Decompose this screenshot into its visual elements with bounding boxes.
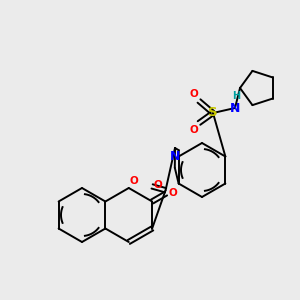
Text: O: O: [130, 176, 139, 186]
Text: H: H: [232, 91, 240, 101]
Text: N: N: [230, 101, 240, 115]
Text: N: N: [170, 150, 180, 163]
Text: O: O: [189, 89, 198, 99]
Text: O: O: [153, 180, 162, 190]
Text: S: S: [208, 106, 218, 119]
Text: O: O: [168, 188, 177, 199]
Text: O: O: [189, 125, 198, 135]
